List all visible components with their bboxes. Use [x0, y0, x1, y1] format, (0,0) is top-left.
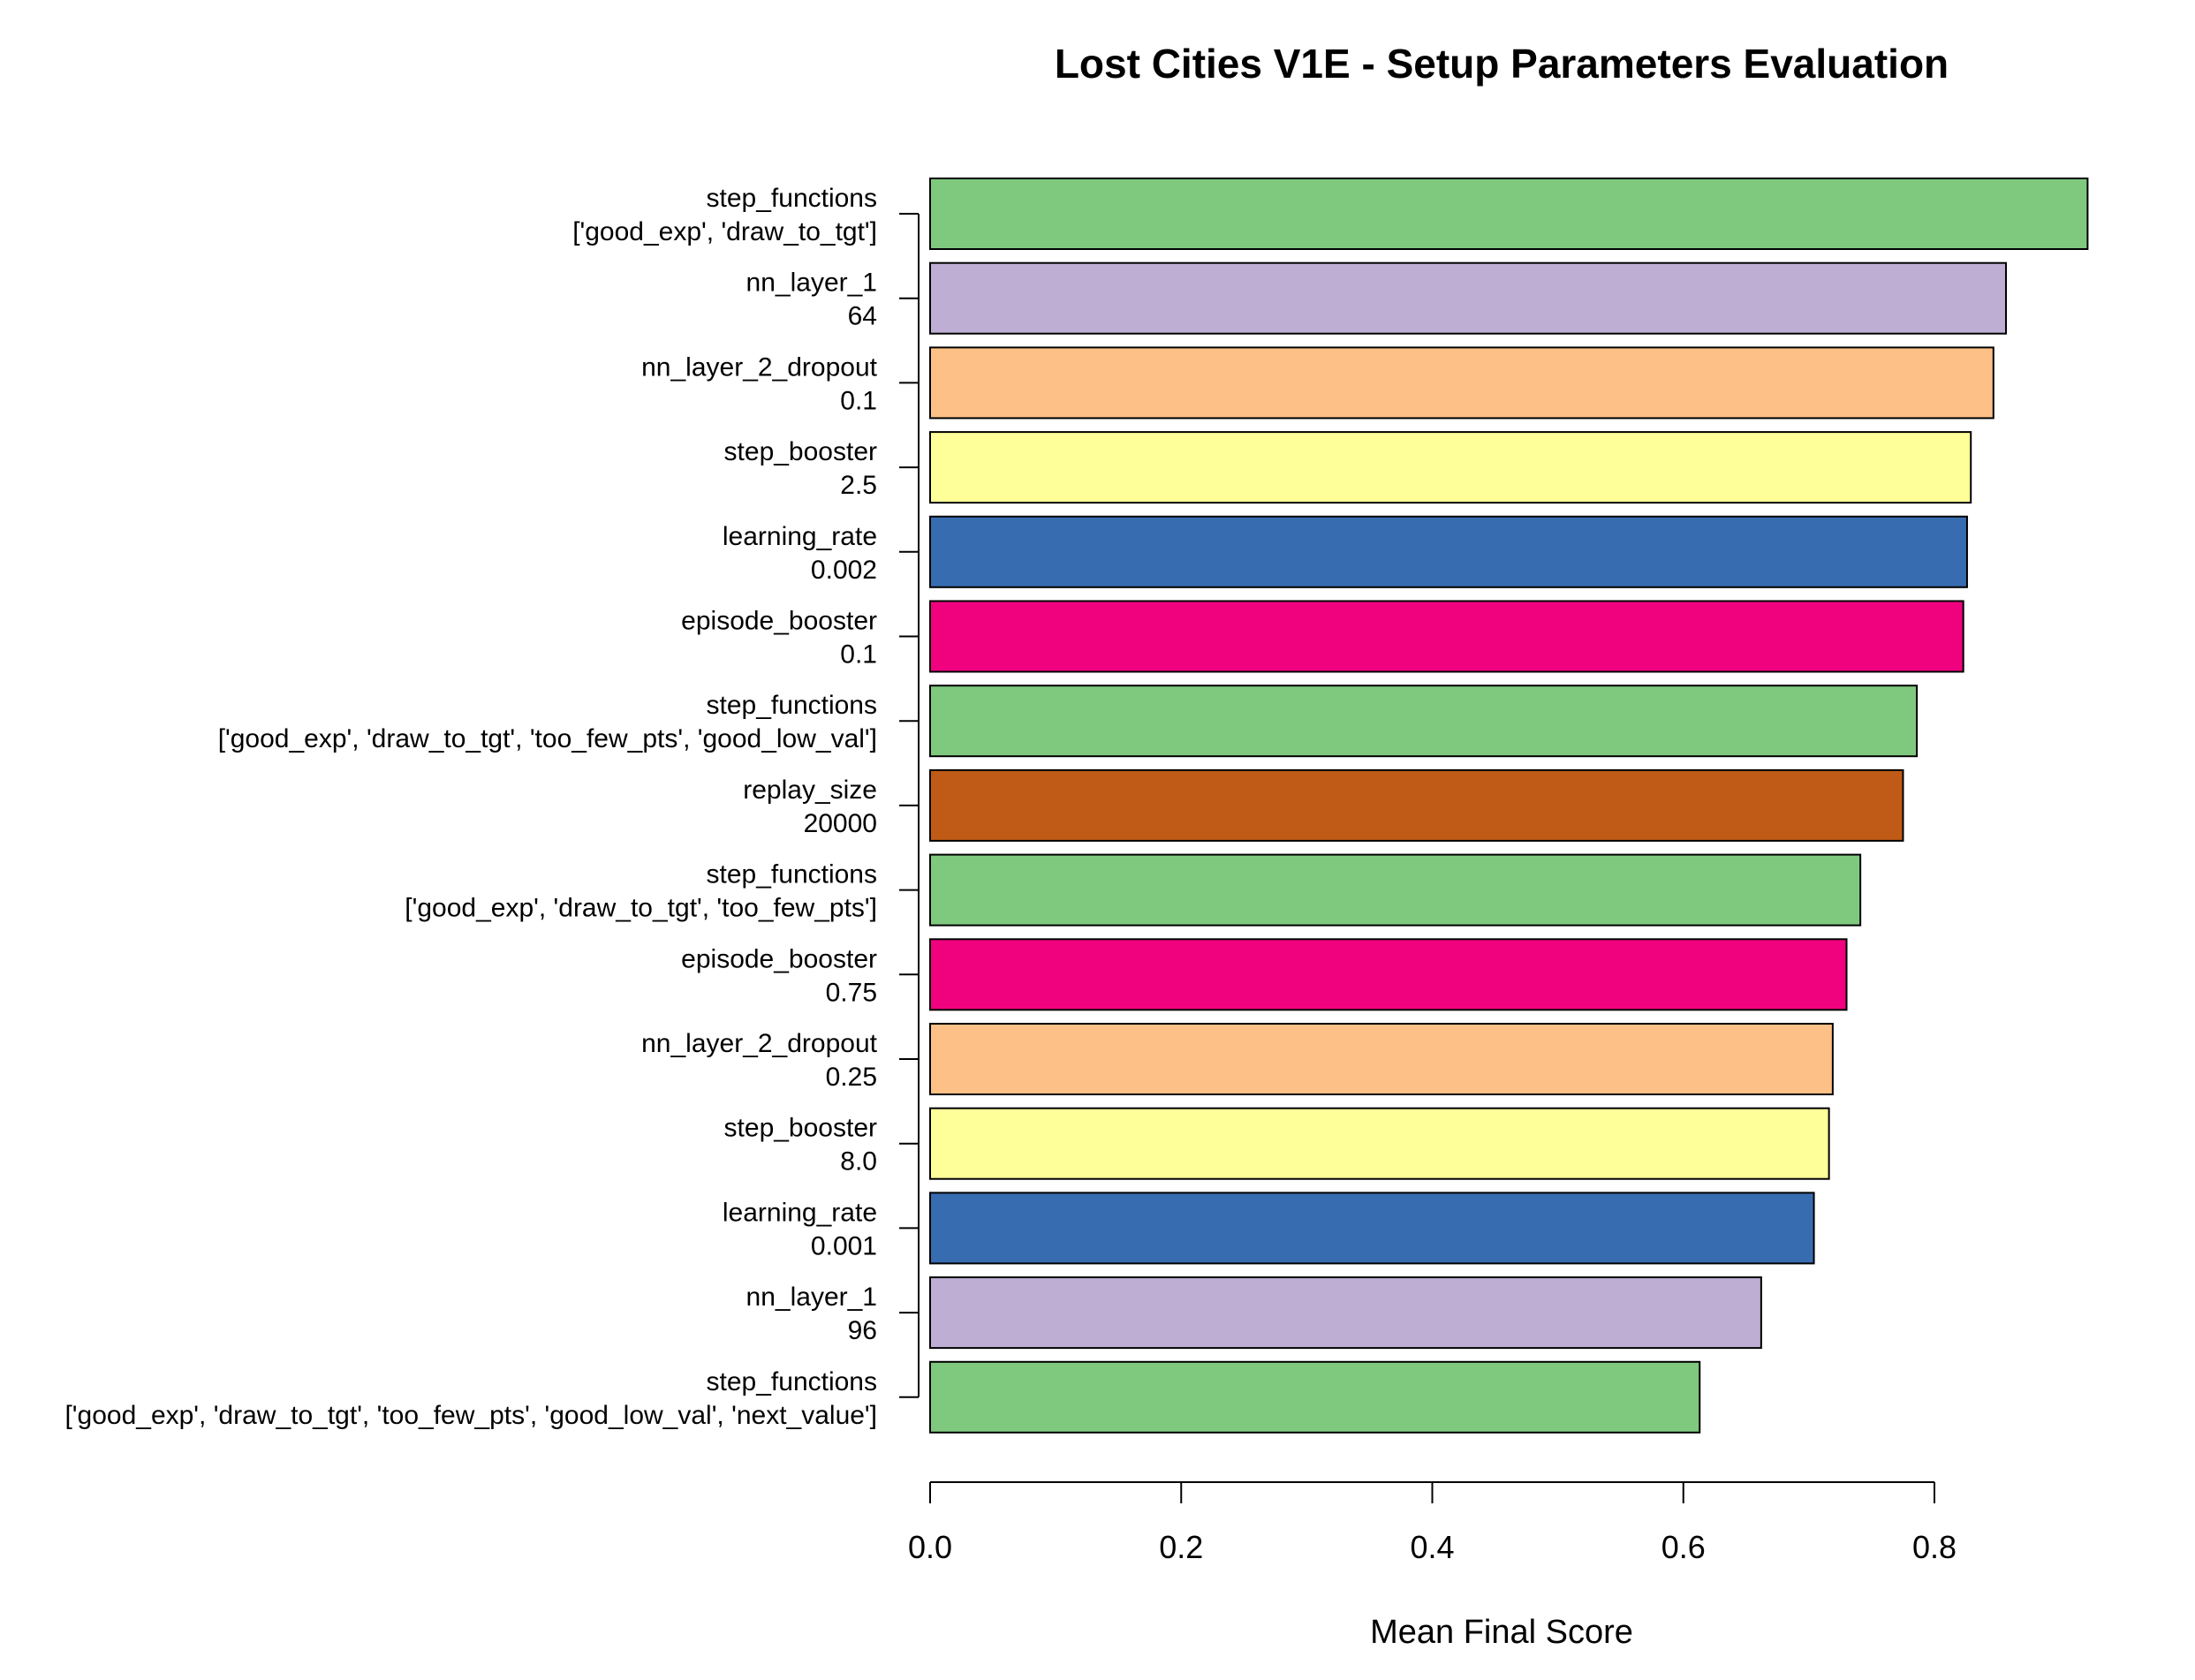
category-setting-label: ['good_exp', 'draw_to_tgt', 'too_few_pts…: [218, 724, 877, 753]
bar: [929, 853, 1862, 927]
category-parameter-label: replay_size: [743, 776, 877, 805]
bar: [929, 1107, 1830, 1180]
x-axis: 0.0 0.2 0.4 0.6 0.8: [908, 1481, 1957, 1565]
category-parameter-label: episode_booster: [681, 607, 877, 636]
category-setting-label: 0.25: [826, 1063, 877, 1092]
category-parameter-label: nn_layer_1: [746, 1283, 877, 1312]
bar: [929, 178, 2089, 250]
category-parameter-label: learning_rate: [723, 522, 877, 551]
x-tick-label: 0.4: [1410, 1529, 1454, 1565]
bar: [929, 600, 1964, 673]
x-tick-label: 0.6: [1661, 1529, 1706, 1565]
bar: [929, 1023, 1834, 1095]
x-axis-title: Mean Final Score: [1370, 1614, 1633, 1651]
category-parameter-label: step_functions: [707, 691, 877, 720]
x-tick-label: 0.0: [908, 1529, 952, 1565]
bar: [929, 1360, 1701, 1434]
bar: [929, 938, 1848, 1011]
category-setting-label: 2.5: [840, 471, 877, 500]
category-parameter-label: nn_layer_1: [746, 269, 877, 298]
category-parameter-label: step_booster: [724, 1114, 877, 1143]
bar: [929, 1276, 1762, 1350]
category-parameter-label: learning_rate: [723, 1198, 877, 1227]
category-parameter-label: nn_layer_2_dropout: [641, 1029, 878, 1058]
category-setting-label: 20000: [804, 809, 877, 838]
category-setting-label: ['good_exp', 'draw_to_tgt', 'too_few_pts…: [405, 894, 877, 923]
bar: [929, 261, 2008, 335]
category-parameter-label: step_functions: [707, 184, 877, 213]
category-parameter-label: step_functions: [707, 1367, 877, 1396]
category-setting-label: 64: [848, 302, 877, 331]
category-setting-label: 0.1: [840, 640, 877, 670]
category-parameter-label: step_booster: [724, 437, 877, 466]
category-setting-label: 8.0: [840, 1147, 877, 1177]
category-setting-label: 0.001: [811, 1231, 877, 1260]
bar: [929, 515, 1968, 588]
x-tick-label: 0.2: [1159, 1529, 1203, 1565]
category-setting-label: 96: [848, 1316, 877, 1345]
chart-title: Lost Cities V1E - Setup Parameters Evalu…: [1055, 41, 1949, 87]
x-tick-label: 0.8: [1912, 1529, 1957, 1565]
bar: [929, 431, 1972, 504]
category-setting-label: ['good_exp', 'draw_to_tgt', 'too_few_pts…: [64, 1401, 877, 1430]
category-setting-label: 0.002: [811, 556, 877, 585]
category-parameter-label: nn_layer_2_dropout: [641, 352, 878, 382]
category-setting-label: ['good_exp', 'draw_to_tgt']: [572, 217, 877, 246]
bar: [929, 346, 1994, 420]
bar: [929, 768, 1904, 842]
bars-group: [929, 178, 2089, 1434]
category-setting-label: 0.75: [826, 978, 877, 1007]
category-parameter-label: step_functions: [707, 860, 877, 889]
category-setting-label: 0.1: [840, 386, 877, 415]
bar: [929, 1192, 1815, 1265]
y-axis: step_functions ['good_exp', 'draw_to_tgt'…: [64, 184, 920, 1430]
bar: [929, 685, 1919, 758]
category-parameter-label: episode_booster: [681, 944, 877, 973]
